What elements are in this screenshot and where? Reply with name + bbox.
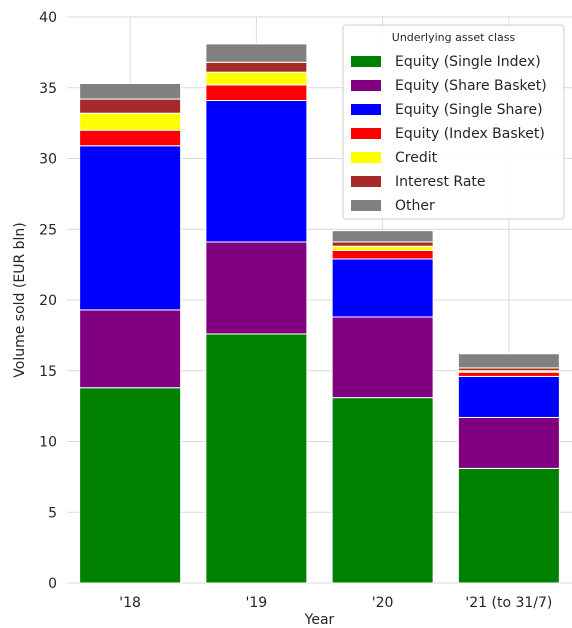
x-tick-label: '20 (372, 595, 394, 611)
bar-segment (457, 371, 560, 377)
legend-box (342, 24, 565, 220)
bar-segment (331, 245, 434, 251)
legend-items: Equity (Single Index) Equity (Share Baske… (351, 54, 547, 214)
bar-segment (331, 316, 434, 399)
y-axis-label: Volume sold (EUR bln) (12, 222, 28, 377)
y-tick-label: 30 (39, 152, 57, 168)
legend-label: Equity (Single Index) (395, 54, 541, 70)
legend-label: Equity (Index Basket) (395, 126, 545, 142)
bar-segment (331, 241, 434, 247)
legend: Underlying asset class Equity (Single In… (342, 24, 565, 220)
bar-segment (205, 333, 308, 584)
x-axis-label: Year (304, 612, 335, 628)
legend-swatch (351, 104, 381, 115)
bar-segment (205, 99, 308, 243)
y-tick-label: 5 (48, 505, 57, 521)
bar-segment (331, 258, 434, 318)
x-tick-label: '19 (246, 595, 268, 611)
bars (79, 43, 560, 584)
bar-segment (205, 71, 308, 86)
bar-segment (79, 387, 182, 584)
y-tick-label: 35 (39, 81, 57, 97)
x-tick-label: '21 (to 31/7) (465, 595, 552, 611)
bar-segment (205, 84, 308, 101)
bar-segment (205, 43, 308, 63)
bar-segment (331, 397, 434, 584)
bar-segment (457, 375, 560, 418)
bar-segment (457, 467, 560, 584)
bar-segment (79, 83, 182, 100)
bar-segment (457, 416, 560, 469)
bar-segment (79, 98, 182, 114)
bar-segment (331, 249, 434, 260)
bar-segment (79, 145, 182, 311)
legend-swatch (351, 152, 381, 163)
bar-segment (79, 129, 182, 147)
legend-swatch (351, 128, 381, 139)
legend-swatch (351, 80, 381, 91)
legend-label: Interest Rate (395, 174, 486, 190)
legend-label: Equity (Single Share) (395, 102, 543, 118)
y-tick-label: 20 (39, 293, 57, 309)
legend-label: Credit (395, 150, 438, 166)
bar-segment (457, 353, 560, 369)
y-tick-label: 10 (39, 435, 57, 451)
y-tick-label: 15 (39, 364, 57, 380)
y-tick-label: 40 (39, 10, 57, 26)
y-tick-label: 25 (39, 222, 57, 238)
x-tick-label: '18 (119, 595, 141, 611)
legend-swatch (351, 56, 381, 67)
legend-swatch (351, 200, 381, 211)
legend-title: Underlying asset class (392, 31, 516, 44)
bar-segment (205, 61, 308, 73)
bar-segment (79, 112, 182, 131)
bar-segment (331, 230, 434, 243)
bar-segment (79, 309, 182, 389)
legend-label: Equity (Share Basket) (395, 78, 547, 94)
y-tick-label: 0 (48, 576, 57, 592)
y-tick-labels: 0 5 10 15 20 25 30 35 40 (39, 10, 57, 592)
x-tick-labels: '18 '19 '20 '21 (to 31/7) (119, 595, 552, 611)
legend-swatch (351, 176, 381, 187)
bar-segment (205, 241, 308, 335)
legend-label: Other (395, 198, 435, 214)
